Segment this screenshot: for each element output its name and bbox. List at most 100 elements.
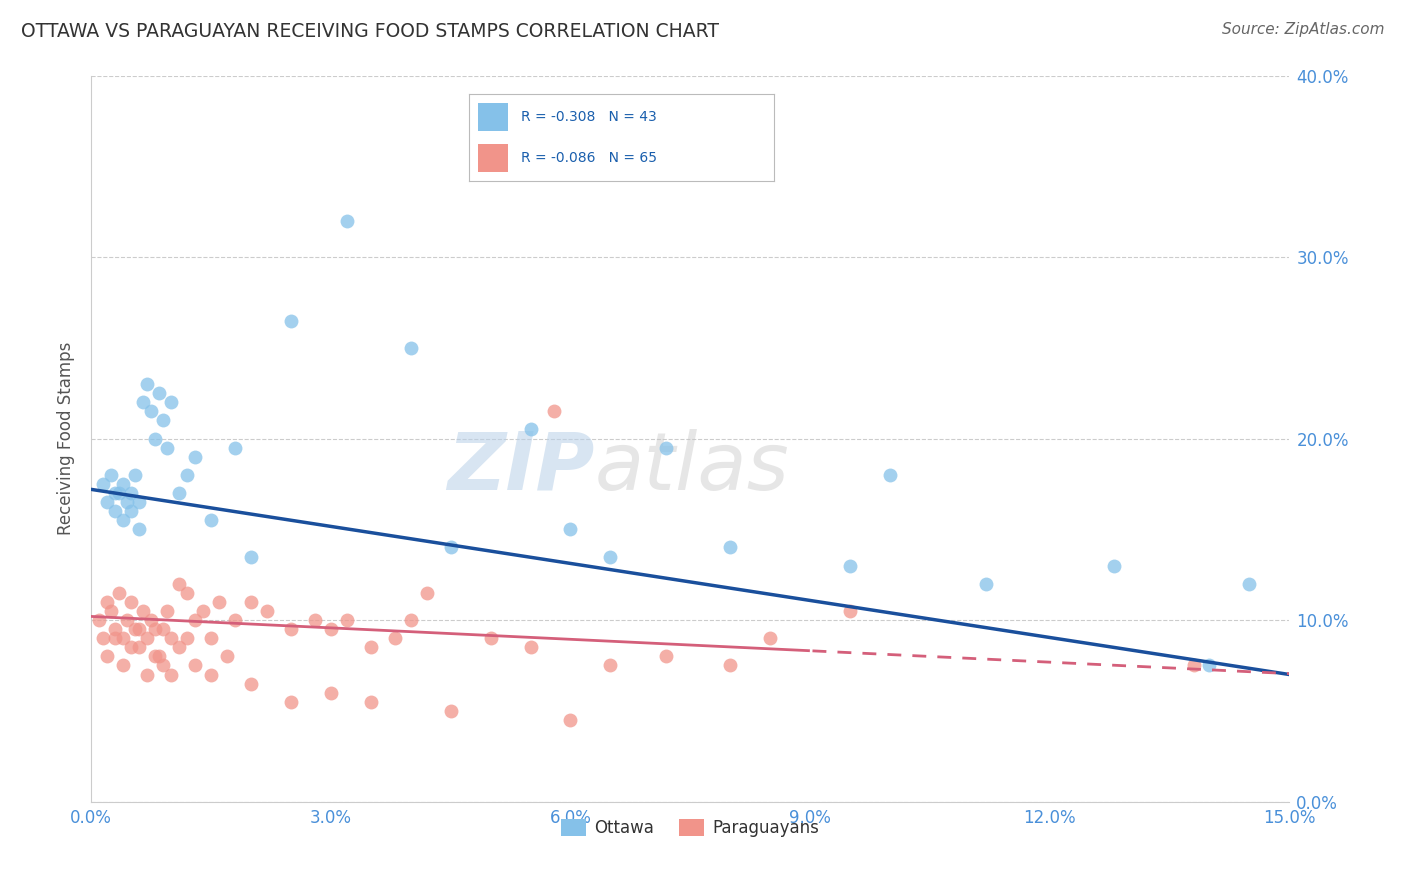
Point xyxy=(136,667,159,681)
Point xyxy=(879,467,901,482)
Point xyxy=(139,613,162,627)
Point xyxy=(160,631,183,645)
Point xyxy=(89,613,111,627)
Point xyxy=(239,676,262,690)
Point xyxy=(519,422,541,436)
Point xyxy=(108,586,131,600)
Point xyxy=(319,622,342,636)
Point xyxy=(132,604,155,618)
Point xyxy=(167,640,190,655)
Point xyxy=(184,613,207,627)
Point xyxy=(415,586,437,600)
Point xyxy=(360,640,382,655)
Point xyxy=(176,467,198,482)
Point xyxy=(200,667,222,681)
Point xyxy=(152,413,174,427)
Text: OTTAWA VS PARAGUAYAN RECEIVING FOOD STAMPS CORRELATION CHART: OTTAWA VS PARAGUAYAN RECEIVING FOOD STAM… xyxy=(21,22,718,41)
Point xyxy=(200,513,222,527)
Text: ZIP: ZIP xyxy=(447,428,595,507)
Point xyxy=(120,504,142,518)
Point xyxy=(519,640,541,655)
Point xyxy=(136,377,159,392)
Point xyxy=(215,649,238,664)
Point xyxy=(176,631,198,645)
Point xyxy=(91,477,114,491)
Point xyxy=(143,432,166,446)
Point xyxy=(176,586,198,600)
Point xyxy=(439,704,461,718)
Point xyxy=(104,631,127,645)
Text: Source: ZipAtlas.com: Source: ZipAtlas.com xyxy=(1222,22,1385,37)
Point xyxy=(96,595,118,609)
Point xyxy=(167,486,190,500)
Point xyxy=(156,441,179,455)
Point xyxy=(839,558,862,573)
Point xyxy=(148,649,170,664)
Y-axis label: Receiving Food Stamps: Receiving Food Stamps xyxy=(58,342,75,535)
Legend: Ottawa, Paraguayans: Ottawa, Paraguayans xyxy=(554,813,827,844)
Point xyxy=(718,658,741,673)
Point xyxy=(560,713,582,727)
Point xyxy=(100,467,122,482)
Point xyxy=(108,486,131,500)
Point xyxy=(384,631,406,645)
Point xyxy=(1102,558,1125,573)
Point xyxy=(280,622,302,636)
Point xyxy=(280,313,302,327)
Point xyxy=(143,622,166,636)
Point xyxy=(655,441,678,455)
Point xyxy=(239,549,262,564)
Point xyxy=(132,395,155,409)
Point xyxy=(208,595,231,609)
Point xyxy=(96,495,118,509)
Point xyxy=(160,395,183,409)
Point xyxy=(167,576,190,591)
Point xyxy=(128,522,150,536)
Point xyxy=(112,513,135,527)
Point xyxy=(100,604,122,618)
Point xyxy=(91,631,114,645)
Point xyxy=(112,631,135,645)
Point xyxy=(104,622,127,636)
Point xyxy=(120,595,142,609)
Point xyxy=(200,631,222,645)
Point xyxy=(399,613,422,627)
Point xyxy=(191,604,214,618)
Point xyxy=(560,522,582,536)
Point xyxy=(599,658,621,673)
Point xyxy=(160,667,183,681)
Point xyxy=(104,504,127,518)
Text: atlas: atlas xyxy=(595,428,789,507)
Point xyxy=(104,486,127,500)
Point xyxy=(1239,576,1261,591)
Point xyxy=(120,486,142,500)
Point xyxy=(128,640,150,655)
Point xyxy=(839,604,862,618)
Point xyxy=(655,649,678,664)
Point xyxy=(336,213,359,227)
Point xyxy=(304,613,326,627)
Point xyxy=(136,631,159,645)
Point xyxy=(152,658,174,673)
Point xyxy=(543,404,565,418)
Point xyxy=(112,658,135,673)
Point xyxy=(184,658,207,673)
Point xyxy=(124,467,146,482)
Point xyxy=(759,631,782,645)
Point xyxy=(124,622,146,636)
Point xyxy=(1182,658,1205,673)
Point xyxy=(128,622,150,636)
Point xyxy=(156,604,179,618)
Point xyxy=(599,549,621,564)
Point xyxy=(120,640,142,655)
Point xyxy=(439,541,461,555)
Point xyxy=(115,613,138,627)
Point xyxy=(115,495,138,509)
Point xyxy=(1198,658,1220,673)
Point xyxy=(224,613,246,627)
Point xyxy=(399,341,422,355)
Point xyxy=(280,695,302,709)
Point xyxy=(239,595,262,609)
Point xyxy=(479,631,502,645)
Point xyxy=(224,441,246,455)
